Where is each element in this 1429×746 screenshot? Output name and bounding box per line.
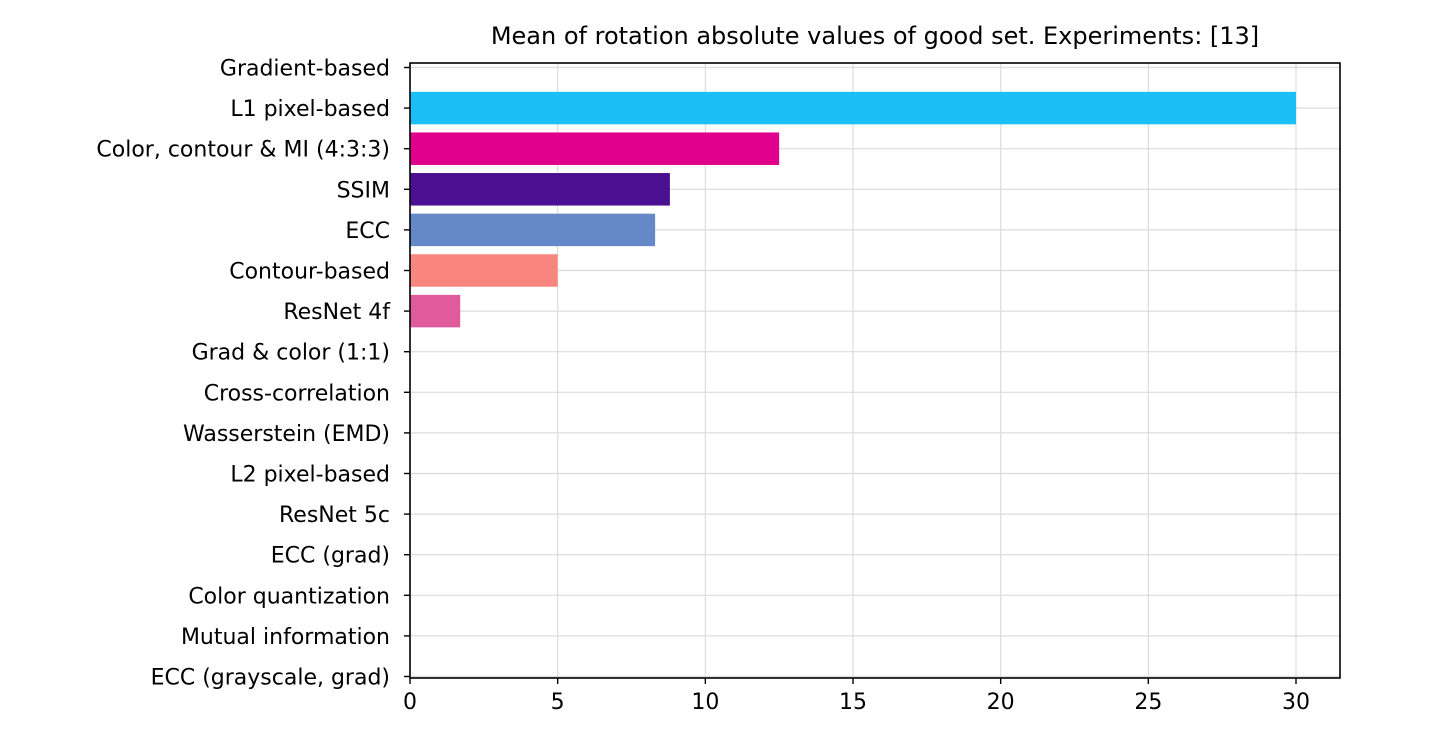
y-tick-label: Mutual information bbox=[181, 625, 390, 650]
x-tick-label: 25 bbox=[1134, 690, 1162, 715]
x-tick-label: 30 bbox=[1282, 690, 1310, 715]
y-tick-label: Color, contour & MI (4:3:3) bbox=[96, 138, 390, 163]
y-axis-ticks: Gradient-based L1 pixel-based Color, conto… bbox=[96, 57, 410, 691]
bar bbox=[410, 294, 461, 328]
y-tick-label: ECC (grad) bbox=[271, 544, 390, 569]
y-tick-label: L1 pixel-based bbox=[230, 97, 390, 122]
plot-frame bbox=[409, 62, 1341, 679]
y-tick-label: Gradient-based bbox=[220, 57, 390, 82]
x-tick-label: 20 bbox=[987, 690, 1015, 715]
y-tick-label: ResNet 4f bbox=[283, 300, 391, 325]
x-tick-label: 0 bbox=[403, 690, 417, 715]
y-tick-label: Grad & color (1:1) bbox=[192, 341, 390, 366]
y-tick-label: ECC bbox=[345, 219, 390, 244]
bar bbox=[410, 91, 1296, 125]
x-axis-ticks: 0 5 10 15 20 25 30 bbox=[403, 678, 1310, 715]
bar bbox=[410, 254, 558, 287]
x-tick-label: 5 bbox=[551, 690, 565, 715]
y-tick-label: ECC (grayscale, grad) bbox=[151, 666, 390, 691]
y-tick-label: Contour-based bbox=[229, 260, 390, 285]
y-tick-label: Wasserstein (EMD) bbox=[183, 422, 390, 447]
y-tick-label: SSIM bbox=[337, 178, 390, 203]
bar bbox=[410, 173, 670, 206]
x-tick-label: 15 bbox=[839, 690, 867, 715]
y-tick-label: ResNet 5c bbox=[279, 503, 390, 528]
x-tick-label: 10 bbox=[691, 690, 719, 715]
bars bbox=[410, 91, 1296, 328]
y-tick-label: Cross-correlation bbox=[204, 381, 390, 406]
chart-title: Mean of rotation absolute values of good… bbox=[491, 22, 1259, 50]
bar bbox=[410, 213, 656, 247]
y-tick-label: Color quantization bbox=[188, 584, 390, 609]
y-tick-label: L2 pixel-based bbox=[230, 463, 390, 488]
bar bbox=[410, 132, 780, 165]
